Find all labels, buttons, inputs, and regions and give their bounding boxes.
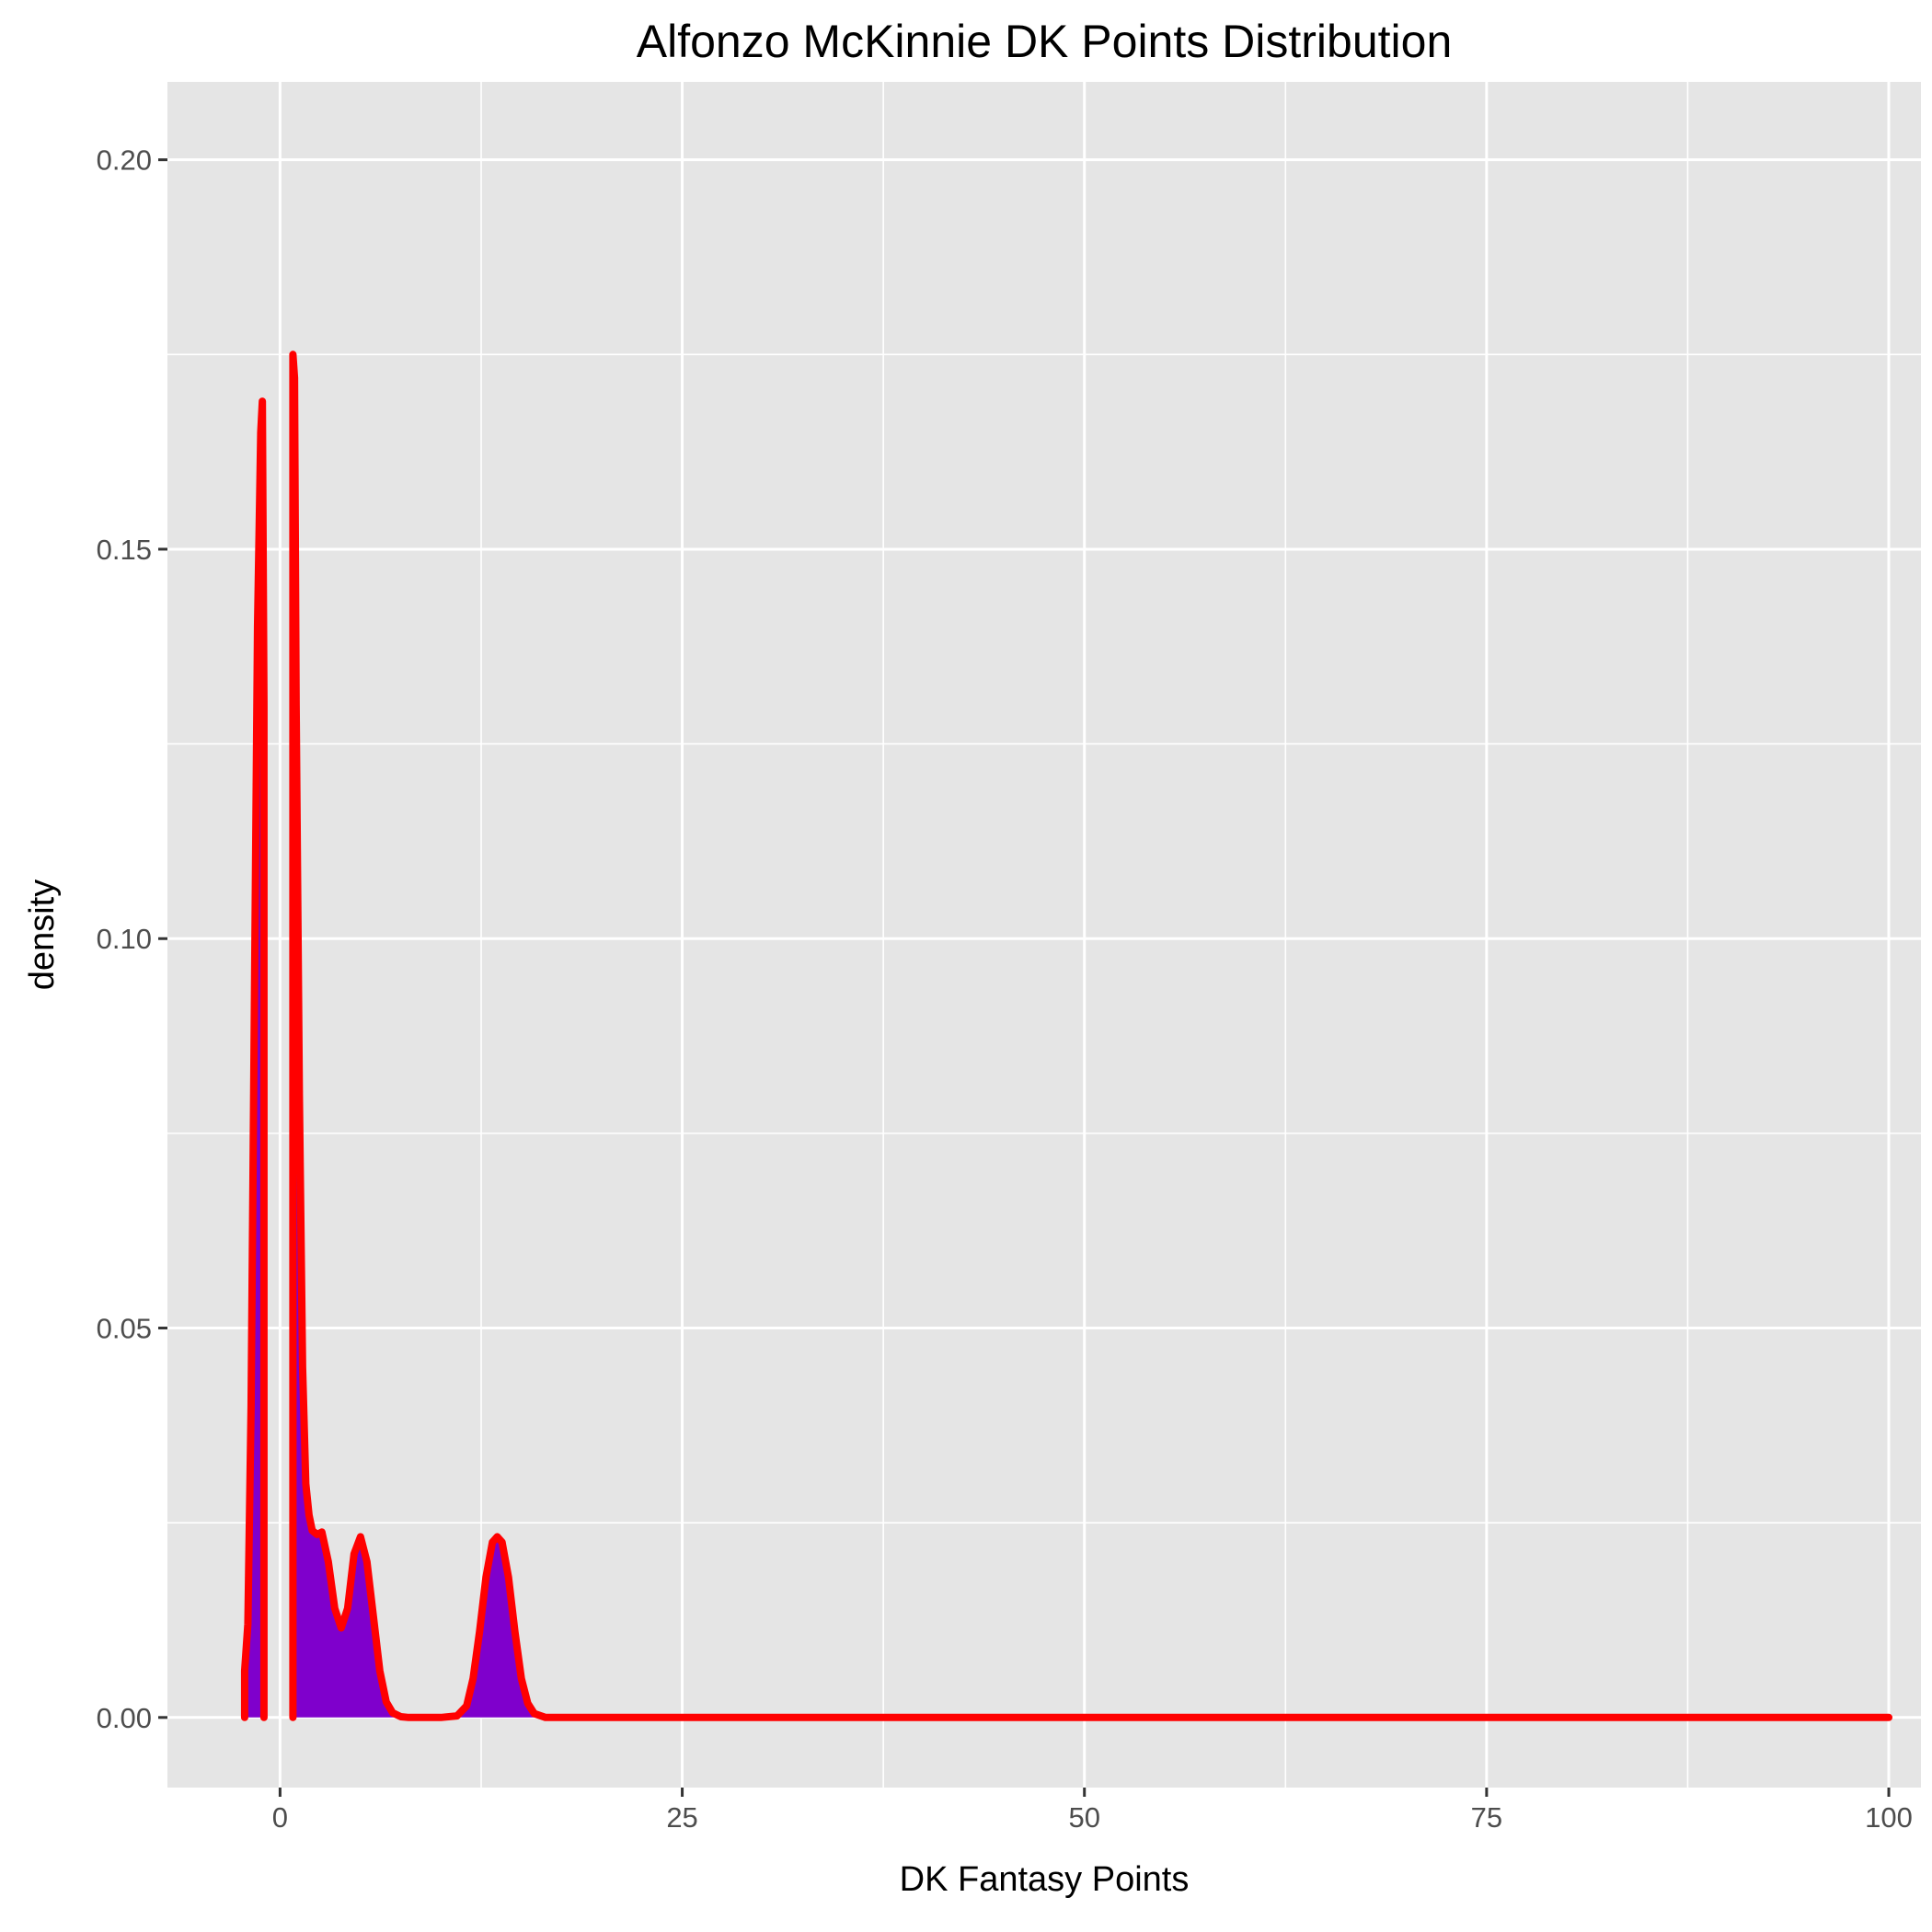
y-tick-label: 0.05 [97,1313,152,1345]
plot-panel [167,82,1921,1788]
minor-gridlines [167,82,1921,1788]
y-tick-label: 0.15 [97,534,152,566]
x-tick-label: 50 [1068,1801,1099,1834]
y-tick-label: 0.20 [97,144,152,177]
y-tick-label: 0.10 [97,923,152,955]
chart-title: Alfonzo McKinnie DK Points Distribution [637,16,1453,67]
density-curve-segment-1 [240,397,268,1721]
x-tick-label: 25 [666,1801,697,1834]
y-tick-label: 0.00 [97,1702,152,1734]
x-axis-title: DK Fantasy Points [900,1860,1190,1899]
density-curve-segment-2 [289,351,1893,1721]
x-tick-label: 75 [1471,1801,1502,1834]
y-axis: 0.00 0.05 0.10 0.15 0.20 [97,144,167,1734]
density-curve [240,351,1893,1721]
y-axis-title: density [23,880,62,990]
x-tick-label: 0 [272,1801,288,1834]
x-axis: 0 25 50 75 100 [272,1788,1913,1834]
x-tick-label: 100 [1865,1801,1913,1834]
